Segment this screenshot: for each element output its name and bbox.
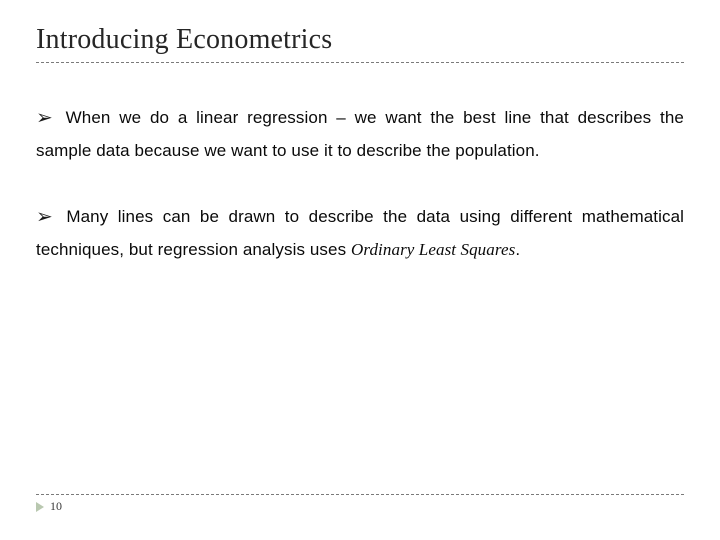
bullet-paragraph-2: ➢ Many lines can be drawn to describe th… [36, 200, 684, 265]
p2-rest-post-text: . [515, 240, 520, 259]
ols-term: Ordinary Least Squares [351, 240, 515, 259]
chevron-bullet-icon: ➢ [36, 200, 53, 235]
chevron-bullet-icon: ➢ [36, 101, 53, 136]
p2-lead-text: Many lines can be drawn to describe the … [66, 207, 500, 226]
slide: Introducing Econometrics ➢ When we do a … [0, 0, 720, 540]
bullet-paragraph-1: ➢ When we do a linear regression – we wa… [36, 101, 684, 166]
footer-line: 10 [36, 499, 684, 514]
p1-lead-text: When we do a linear regression – we want… [66, 108, 496, 127]
slide-title: Introducing Econometrics [36, 24, 684, 56]
slide-body: ➢ When we do a linear regression – we wa… [36, 63, 684, 265]
footer-divider [36, 494, 684, 495]
page-number: 10 [50, 499, 62, 514]
slide-footer: 10 [36, 494, 684, 514]
page-chevron-icon [36, 502, 44, 512]
